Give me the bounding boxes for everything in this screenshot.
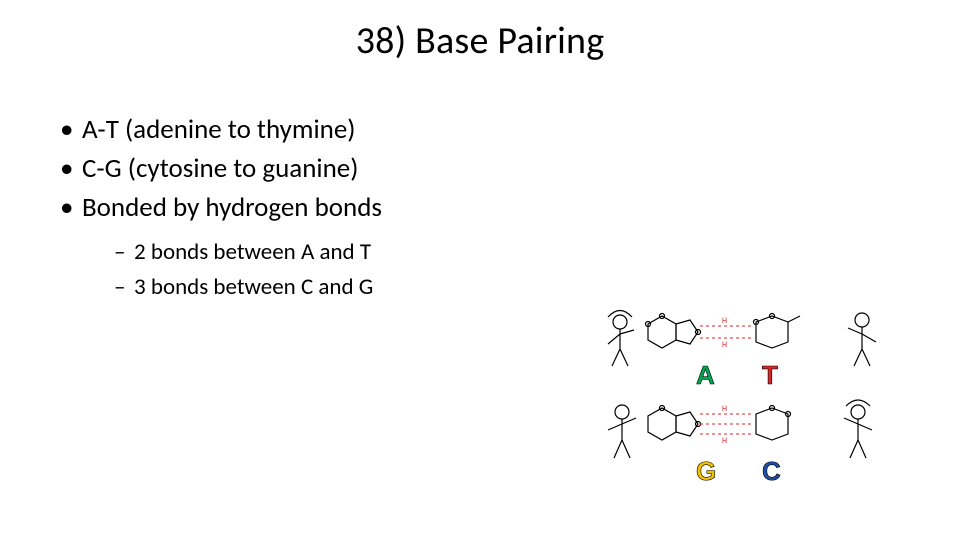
slide-title: 38) Base Pairing — [48, 18, 912, 64]
hbond-label: H — [722, 340, 727, 350]
hbond-icon — [700, 326, 752, 338]
bullet-item: A-T (adenine to thymine) — [60, 110, 912, 149]
adenine-structure-icon — [646, 314, 701, 349]
hbond-label: H — [722, 316, 727, 326]
bullet-text: C-G (cytosine to guanine) — [82, 152, 358, 185]
hbond-label: H — [722, 436, 727, 446]
person-icon — [608, 311, 634, 367]
thymine-structure-icon — [754, 314, 801, 349]
person-icon — [608, 405, 636, 458]
hbond-label: H — [722, 404, 727, 414]
label-T: T — [762, 360, 778, 390]
guanine-structure-icon — [648, 406, 701, 441]
base-pairing-svg: H H A T — [600, 294, 900, 494]
sub-bullet-item: 2 bonds between A and T — [114, 235, 912, 270]
bullet-list: A-T (adenine to thymine) C-G (cytosine t… — [48, 110, 912, 304]
label-C: C — [762, 456, 781, 486]
bullet-item: C-G (cytosine to guanine) — [60, 149, 912, 188]
hbond-icon — [700, 414, 752, 434]
base-pairing-figure: H H A T — [600, 294, 900, 494]
label-G: G — [696, 456, 716, 486]
sub-bullet-text: 2 bonds between A and T — [134, 238, 371, 266]
cytosine-structure-icon — [756, 406, 791, 441]
bullet-text: A-T (adenine to thymine) — [82, 113, 355, 146]
bullet-item: Bonded by hydrogen bonds 2 bonds between… — [60, 188, 912, 304]
bullet-text: Bonded by hydrogen bonds — [82, 191, 382, 224]
person-icon — [844, 400, 872, 458]
sub-bullet-text: 3 bonds between C and G — [134, 273, 373, 301]
label-A: A — [696, 360, 715, 390]
slide: 38) Base Pairing A-T (adenine to thymine… — [0, 0, 960, 540]
person-icon — [848, 313, 876, 366]
